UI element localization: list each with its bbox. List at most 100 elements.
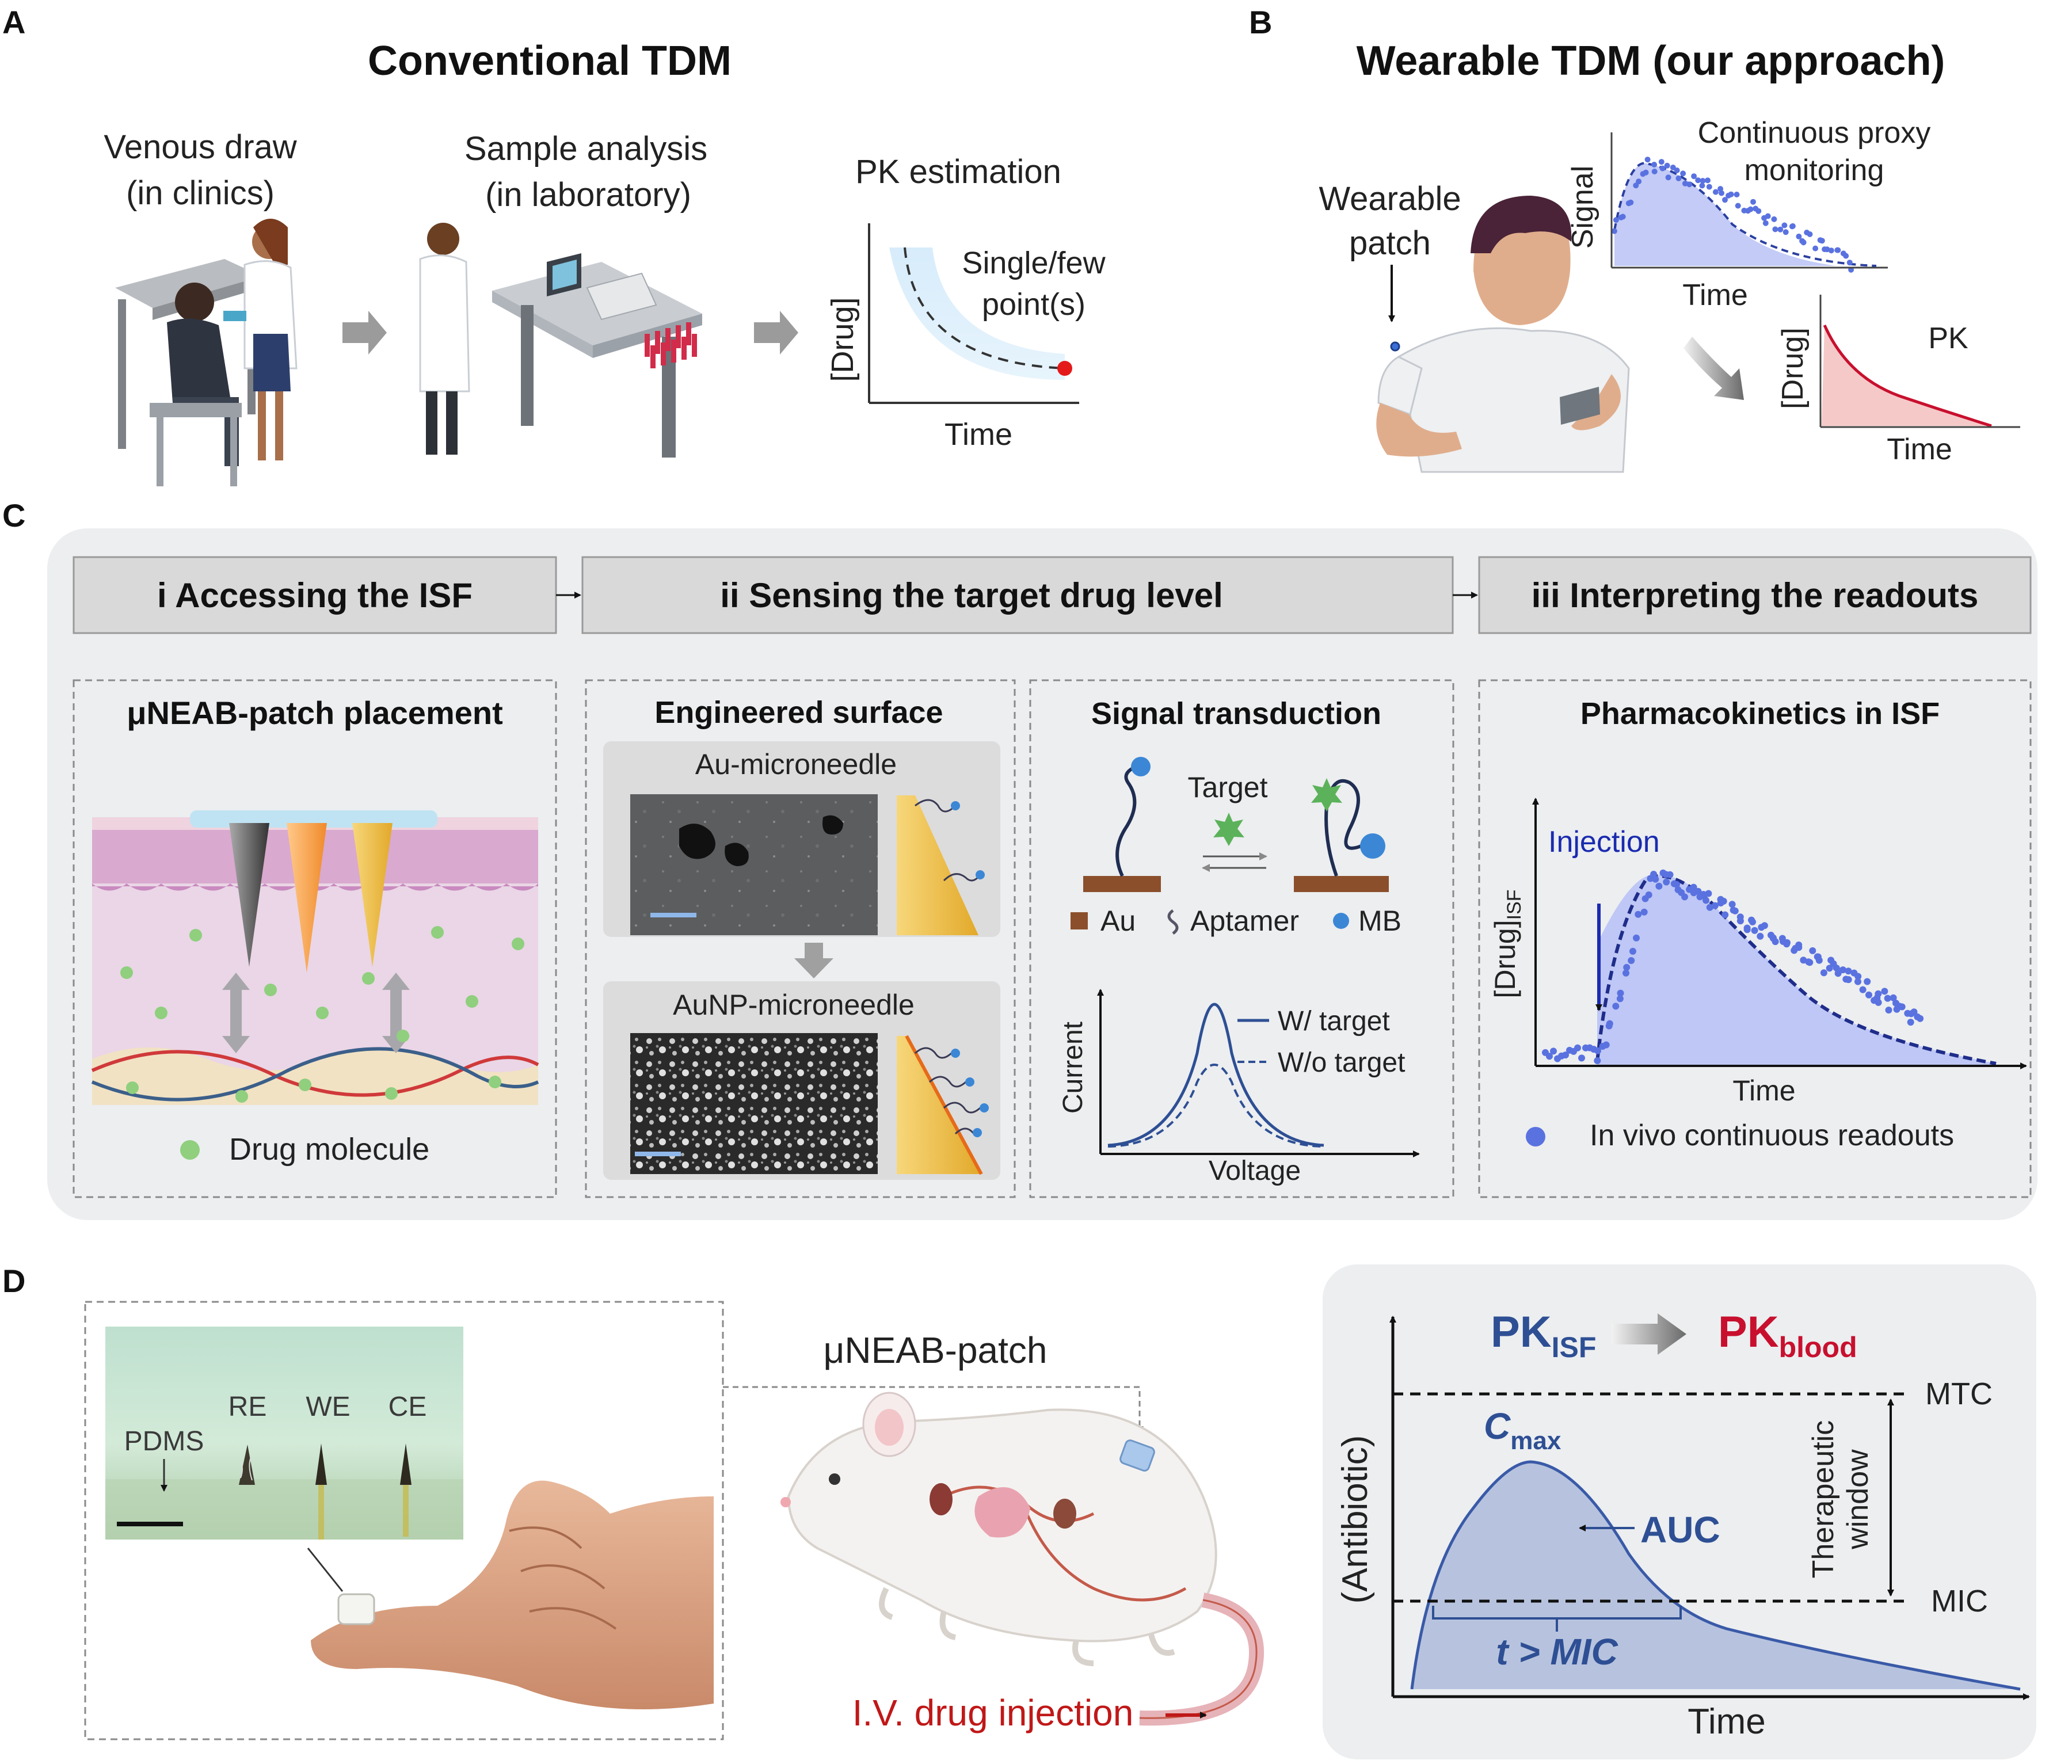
pk-isf-point — [1640, 908, 1648, 916]
pk-isf-point — [1650, 871, 1658, 878]
step-iii-box — [1478, 556, 2032, 634]
concentration-area — [1412, 1462, 2020, 1689]
pk-annotation-line2: point(s) — [982, 287, 1085, 322]
signal-point — [1680, 170, 1686, 177]
signal-point — [1807, 231, 1813, 237]
drug-molecule — [264, 984, 277, 996]
w-target-curve — [1107, 1003, 1324, 1147]
photo-callout-line — [307, 1548, 344, 1592]
signal-point — [1728, 191, 1734, 197]
step-ii-label: ii Sensing the target drug level — [720, 576, 1223, 615]
step-iii-label: iii Interpreting the readouts — [1532, 576, 1979, 615]
wearable-patch-sublabel: patch — [1349, 224, 1431, 262]
t-mic-label: t > MIC — [1496, 1631, 1618, 1672]
panel-c: i Accessing the ISF ii Sensing the targe… — [47, 528, 2037, 1220]
pk-isf-point — [1806, 959, 1814, 966]
pk-isf-point — [1602, 1041, 1610, 1049]
pk-isf-title: Pharmacokinetics in ISF — [1580, 696, 1940, 731]
signal-point — [1734, 192, 1740, 197]
drug-molecule — [397, 1030, 409, 1042]
pk-isf-point — [1562, 1051, 1569, 1059]
pk-isf-point — [1845, 976, 1852, 984]
t-mic-bracket — [1432, 1606, 1682, 1632]
pk-b-label: PK — [1928, 322, 1968, 355]
signal-point — [1675, 175, 1682, 181]
signal-point — [1664, 162, 1670, 169]
placement-title: μNEAB-patch placement — [127, 695, 503, 731]
readouts-legend-dot — [1526, 1127, 1545, 1146]
signal-point — [1735, 203, 1741, 209]
pk-isf-point — [1623, 963, 1631, 971]
panel-b-title: Wearable TDM (our approach) — [1357, 38, 1945, 84]
signal-point — [1846, 260, 1853, 266]
signal-point — [1781, 222, 1788, 228]
pk-isf-point — [1809, 947, 1816, 954]
aptamer-unbound — [1115, 767, 1137, 877]
current-label: Current — [1058, 1022, 1088, 1114]
mb-reporter-right — [1360, 833, 1385, 859]
panel-a-title: Conventional TDM — [368, 38, 732, 84]
mb-legend-dot — [1333, 913, 1349, 929]
panel-letter-b: B — [1249, 4, 1272, 40]
injection-label: Injection — [1548, 825, 1660, 859]
pk-isf-area — [1597, 874, 1996, 1066]
aunp-mn-label: AuNP-microneedle — [673, 989, 915, 1021]
rat-illustration — [780, 1392, 1264, 1726]
pk-isf-point — [1578, 1054, 1585, 1062]
panel-letter-a: A — [2, 4, 25, 40]
pk-isf-point — [1645, 891, 1652, 898]
pk-isf-point — [1751, 927, 1758, 934]
signal-point — [1835, 247, 1841, 253]
black-needle — [229, 823, 269, 967]
pk-isf-point — [1854, 978, 1861, 985]
pk-isf-point — [1761, 922, 1768, 929]
orange-needle — [287, 823, 327, 973]
aptamer-legend-icon — [1167, 909, 1179, 935]
pk-estimation-chart: Single/few point(s) [Drug] Time — [825, 223, 1106, 452]
photo-dashed-frame — [84, 1301, 724, 1740]
pk-isf-point — [1865, 991, 1872, 999]
pk-isf-point — [1757, 932, 1764, 940]
pk-conversion-arrow — [1612, 1313, 1686, 1355]
signal-point — [1643, 169, 1649, 176]
single-measurement-point — [1057, 361, 1072, 376]
cmax-label: Cmax — [1484, 1405, 1561, 1455]
pk-isf-point — [1670, 880, 1678, 887]
drug-molecule — [512, 938, 524, 950]
pk-isf-point — [1705, 890, 1712, 897]
arrow-signal-to-pk — [1684, 337, 1744, 400]
aunp-sem-image — [630, 1033, 878, 1174]
pk-isf-point — [1795, 941, 1803, 948]
pk-isf-point — [1743, 926, 1751, 934]
concentration-curve — [1410, 1460, 2021, 1691]
down-arrow-surface — [794, 943, 833, 978]
signal-point — [1651, 162, 1658, 167]
man-illustration — [1376, 196, 1630, 473]
sample-analysis-label: Sample analysis — [464, 130, 707, 167]
panel-letter-d: D — [2, 1263, 25, 1299]
bound-target — [1311, 778, 1342, 811]
pk-isf-point — [1681, 893, 1688, 901]
monitor-sublabel: monitoring — [1745, 154, 1884, 187]
panel-a: Conventional TDM Venous draw (in clinics… — [104, 38, 1106, 486]
signal-point — [1828, 247, 1834, 254]
hand-illustration — [311, 1480, 714, 1709]
we-needle — [315, 1443, 327, 1485]
signal-point — [1777, 226, 1784, 233]
drug-molecule — [155, 1007, 167, 1019]
signal-point — [1705, 177, 1711, 184]
patch-on-rat — [1119, 1439, 1155, 1472]
ce-needle — [400, 1443, 412, 1485]
signal-point — [1665, 174, 1671, 181]
pk-isf-point — [1617, 989, 1624, 997]
pk-isf-point — [1666, 871, 1674, 878]
signal-points — [1611, 157, 1854, 273]
drug-molecule — [235, 1090, 248, 1103]
target-label: Target — [1188, 771, 1268, 803]
therapeutic-chart: PKISF PKblood MTC MIC Therapeuticwindow … — [1335, 1308, 2030, 1742]
uncertainty-band — [889, 247, 1065, 380]
au-legend-swatch — [1071, 912, 1088, 929]
signal-point — [1695, 177, 1701, 184]
pk-isf-point — [1622, 969, 1629, 977]
wo-target-legend-label: W/o target — [1278, 1047, 1405, 1078]
